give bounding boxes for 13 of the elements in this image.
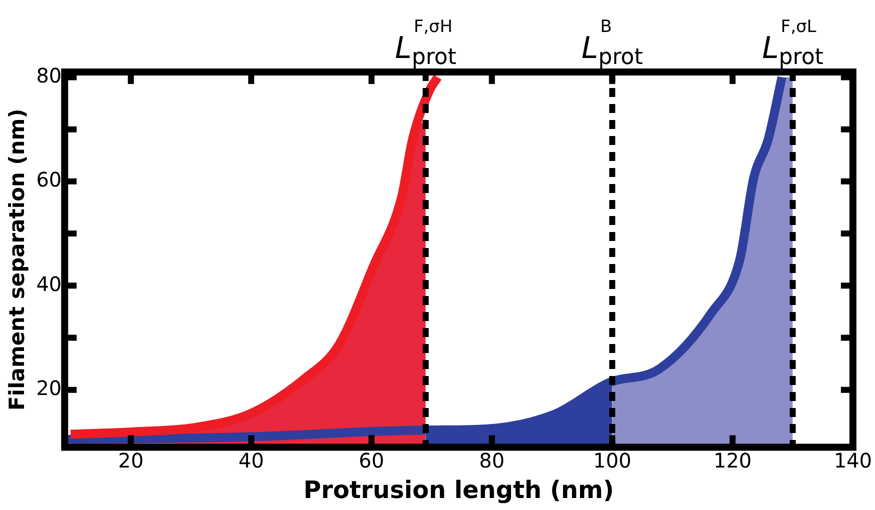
y-tick-label: 60	[36, 168, 62, 192]
x-tick-label: 40	[238, 448, 264, 472]
x-tick-label: 60	[358, 448, 384, 472]
x-tick-label: 80	[479, 448, 505, 472]
x-tick-label: 120	[713, 448, 752, 472]
x-tick-label: 20	[118, 448, 144, 472]
x-axis-title: Protrusion length (nm)	[304, 476, 614, 504]
x-tick-label: 100	[593, 448, 632, 472]
y-tick-label: 80	[36, 63, 62, 88]
y-tick-label: 40	[36, 272, 62, 296]
x-tick-label: 140	[834, 448, 872, 472]
y-tick-label: 20	[36, 376, 62, 400]
y-axis-title: Filament separation (nm)	[5, 108, 30, 410]
